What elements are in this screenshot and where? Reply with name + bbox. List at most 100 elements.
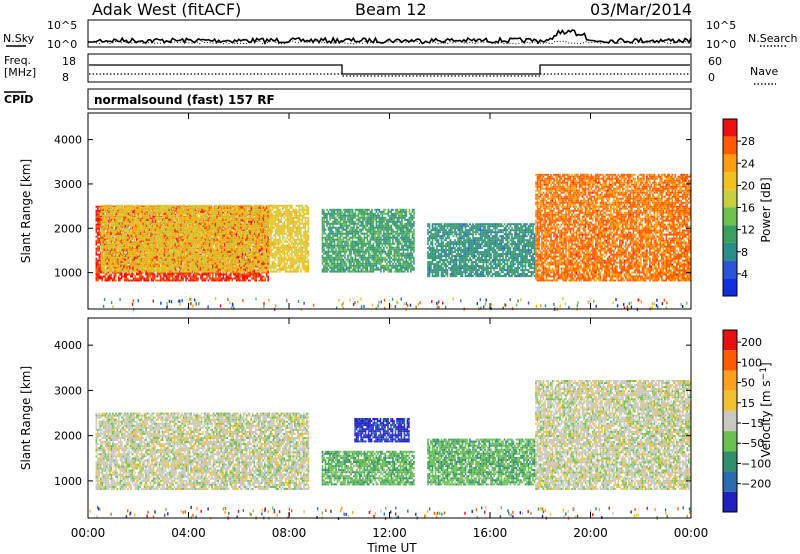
range-gate-cell	[167, 275, 169, 278]
range-gate-cell	[105, 268, 107, 271]
range-gate-cell	[166, 226, 169, 229]
range-gate-cell	[259, 277, 262, 280]
range-gate-cell	[171, 252, 173, 255]
range-gate-cell	[148, 264, 151, 267]
range-gate-cell	[126, 206, 128, 209]
range-gate-cell	[102, 260, 104, 263]
range-gate-cell	[108, 234, 110, 237]
range-gate-cell	[254, 273, 256, 276]
range-gate-cell	[115, 266, 118, 269]
range-gate-cell	[153, 244, 155, 247]
range-gate-cell	[153, 273, 156, 276]
range-gate-cell	[143, 277, 145, 280]
range-gate-cell	[144, 279, 147, 282]
range-gate-cell	[138, 210, 140, 213]
range-gate-cell	[98, 253, 101, 256]
range-gate-cell	[258, 275, 260, 278]
range-gate-cell	[100, 240, 103, 243]
range-gate-cell	[163, 244, 166, 247]
range-gate-cell	[165, 270, 167, 273]
range-gate-cell	[144, 214, 146, 217]
range-gate-cell	[109, 248, 112, 251]
range-gate-cell	[166, 270, 169, 273]
range-gate-cell	[148, 250, 151, 253]
range-gate-cell	[95, 279, 98, 282]
range-gate-cell	[111, 214, 113, 217]
range-gate-cell	[102, 250, 104, 253]
range-gate-cell	[139, 252, 142, 255]
range-gate-cell	[130, 254, 133, 257]
range-gate-cell	[103, 204, 106, 207]
range-gate-cell	[114, 224, 116, 227]
range-gate-cell	[160, 266, 163, 269]
range-gate-cell	[148, 252, 151, 255]
range-gate-cell	[142, 256, 145, 259]
range-gate-cell	[162, 224, 164, 227]
range-gate-cell	[103, 216, 106, 219]
range-gate-cell	[153, 266, 155, 269]
range-gate-cell	[216, 271, 219, 274]
range-gate-cell	[160, 242, 163, 245]
range-gate-cell	[171, 264, 173, 267]
range-gate-cell	[154, 238, 157, 241]
range-gate-cell	[171, 268, 173, 271]
range-gate-cell	[126, 224, 128, 227]
range-gate-cell	[133, 244, 136, 247]
range-gate-cell	[133, 270, 136, 273]
range-gate-cell	[126, 235, 129, 238]
range-gate-cell	[162, 270, 164, 273]
range-gate-cell	[139, 248, 142, 251]
range-gate-cell	[118, 260, 121, 263]
range-gate-cell	[171, 244, 173, 247]
range-gate-cell	[98, 233, 101, 236]
range-gate-cell	[119, 279, 121, 282]
range-gate-cell	[118, 270, 121, 273]
range-gate-cell	[132, 215, 135, 218]
range-gate-cell	[139, 222, 142, 225]
range-gate-cell	[168, 246, 170, 249]
range-gate-cell	[218, 275, 220, 278]
range-gate-cell	[118, 210, 121, 213]
range-gate-cell	[95, 239, 98, 242]
range-gate-cell	[134, 257, 136, 260]
range-gate-cell	[123, 224, 125, 227]
range-gate-cell	[204, 277, 207, 280]
range-gate-cell	[130, 256, 133, 259]
range-gate-cell	[126, 260, 128, 263]
range-gate-cell	[113, 229, 116, 232]
range-gate-cell	[115, 268, 118, 271]
range-gate-cell	[142, 214, 145, 217]
range-gate-cell	[129, 275, 132, 278]
range-gate-cell	[162, 228, 164, 231]
range-gate-cell	[145, 220, 148, 223]
range-gate-cell	[138, 220, 140, 223]
range-gate-cell	[104, 275, 107, 278]
range-gate-cell	[126, 240, 128, 243]
range-gate-cell	[178, 238, 181, 241]
range-gate-cell	[147, 206, 149, 209]
range-gate-cell	[163, 206, 166, 209]
range-gate-cell	[209, 273, 211, 276]
range-gate-cell	[141, 238, 143, 241]
range-gate-cell	[115, 275, 117, 278]
range-gate-cell	[109, 270, 112, 273]
range-gate-cell	[169, 242, 172, 245]
range-gate-cell	[156, 214, 158, 217]
range-gate-cell	[171, 218, 173, 221]
range-gate-cell	[265, 275, 268, 278]
range-gate-cell	[159, 275, 162, 278]
range-gate-cell	[228, 275, 231, 278]
range-gate-cell	[132, 204, 134, 207]
range-gate-cell	[97, 263, 99, 266]
range-gate-cell	[151, 230, 154, 233]
range-gate-cell	[162, 204, 164, 207]
range-gate-cell	[132, 216, 134, 219]
range-gate-cell	[237, 275, 240, 278]
range-gate-cell	[115, 248, 118, 251]
range-gate-cell	[153, 277, 156, 280]
range-gate-cell	[112, 268, 115, 271]
range-gate-cell	[103, 258, 106, 261]
range-gate-cell	[98, 205, 101, 208]
range-gate-cell	[136, 248, 139, 251]
range-gate-cell	[97, 215, 99, 218]
